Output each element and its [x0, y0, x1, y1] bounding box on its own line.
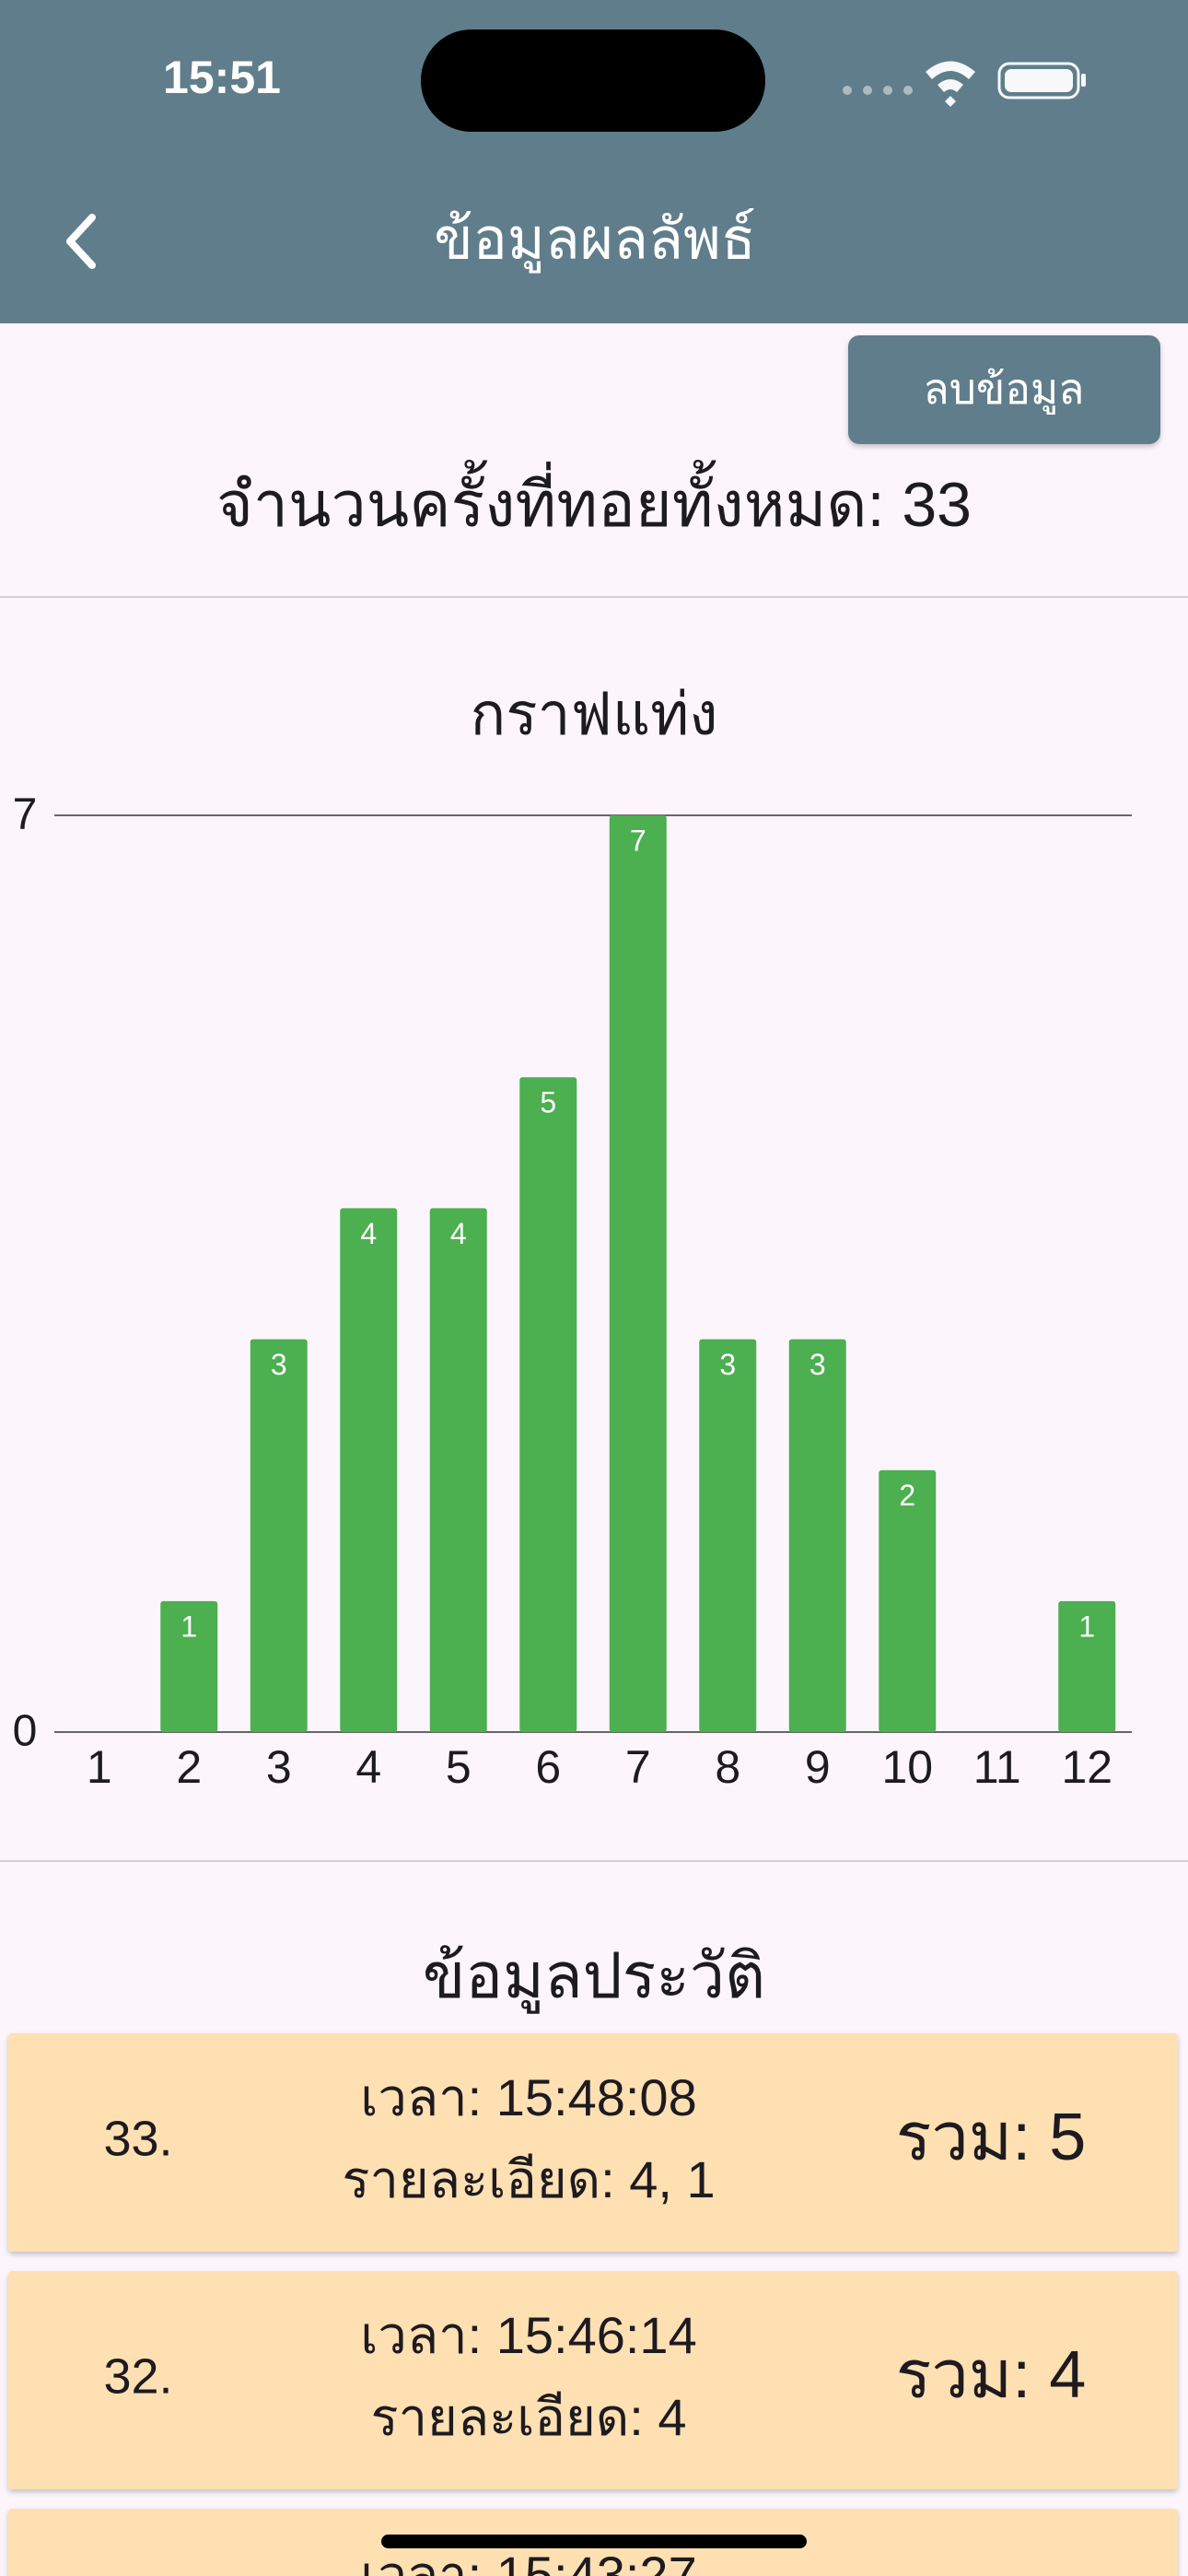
- x-tick-label: 4: [355, 1741, 381, 1793]
- history-card-bg[interactable]: [8, 2033, 1178, 2252]
- back-button[interactable]: [66, 214, 96, 269]
- total-rolls: จำนวนครั้งที่ทอยทั้งหมด: 33: [216, 460, 972, 540]
- x-tick-label: 10: [881, 1741, 933, 1793]
- history-card-bg[interactable]: [8, 2271, 1178, 2489]
- bar: [429, 1208, 487, 1732]
- y-tick-label: 0: [13, 1707, 38, 1756]
- bar: [250, 1339, 308, 1732]
- history-details: รายละเอียด: 4, 1: [342, 2150, 715, 2208]
- x-tick-label: 3: [266, 1741, 292, 1793]
- history-total: รวม: 5: [896, 2101, 1087, 2174]
- bar: [788, 1339, 846, 1732]
- x-tick-label: 2: [176, 1741, 202, 1793]
- bar-value-label: 5: [540, 1086, 556, 1119]
- bar: [609, 815, 667, 1732]
- bar: [699, 1339, 757, 1732]
- home-indicator: [381, 2535, 807, 2548]
- bar: [160, 1600, 218, 1732]
- x-tick-label: 8: [715, 1741, 740, 1793]
- dynamic-island: [421, 29, 765, 132]
- bar-value-label: 4: [450, 1217, 467, 1250]
- bar-value-label: 3: [719, 1348, 736, 1381]
- history-details: รายละเอียด: 4: [371, 2388, 687, 2446]
- x-tick-label: 1: [87, 1741, 112, 1793]
- status-time: 15:51: [163, 52, 281, 103]
- x-tick-label: 11: [973, 1741, 1021, 1793]
- history-index: 33.: [103, 2111, 172, 2166]
- bar-value-label: 7: [630, 824, 646, 857]
- history-index: 32.: [103, 2348, 172, 2404]
- x-tick-label: 9: [805, 1741, 831, 1793]
- x-tick-label: 6: [535, 1741, 561, 1793]
- history-card[interactable]: [8, 2271, 1178, 2489]
- y-tick-label: 7: [13, 790, 38, 839]
- status-icons: [843, 61, 1086, 107]
- bar: [879, 1469, 937, 1732]
- bar: [1058, 1600, 1116, 1732]
- history-title: ข้อมูลประวัติ: [423, 1941, 765, 2014]
- bar-value-label: 3: [271, 1348, 287, 1381]
- history-list: 33. เวลา: 15:48:08 รายละเอียด: 4, 1 รวม: 5 3…: [8, 2033, 1178, 2576]
- history-time: เวลา: 15:46:14: [360, 2306, 696, 2364]
- x-tick-label: 12: [1061, 1741, 1112, 1793]
- bar-value-label: 3: [809, 1348, 826, 1381]
- bar-value-label: 2: [899, 1479, 915, 1512]
- delete-button-label[interactable]: ลบข้อมูล: [924, 365, 1085, 415]
- delete-button-bg[interactable]: [848, 335, 1160, 444]
- bar-value-label: 1: [181, 1610, 197, 1643]
- bar: [340, 1208, 398, 1732]
- delete-button[interactable]: [848, 335, 1160, 444]
- history-total: รวม: 4: [896, 2338, 1087, 2412]
- x-tick-label: 5: [446, 1741, 472, 1793]
- x-tick-label: 7: [625, 1741, 651, 1793]
- history-time: เวลา: 15:43:27: [360, 2546, 696, 2576]
- history-time: เวลา: 15:48:08: [360, 2068, 696, 2126]
- history-card[interactable]: [8, 2033, 1178, 2252]
- chart-title: กราฟแท่ง: [470, 681, 717, 747]
- bar: [519, 1077, 577, 1732]
- bar-value-label: 4: [360, 1217, 377, 1250]
- bar-value-label: 1: [1078, 1610, 1095, 1643]
- app-bar-title: ข้อมูลผลลัพธ์: [434, 207, 756, 273]
